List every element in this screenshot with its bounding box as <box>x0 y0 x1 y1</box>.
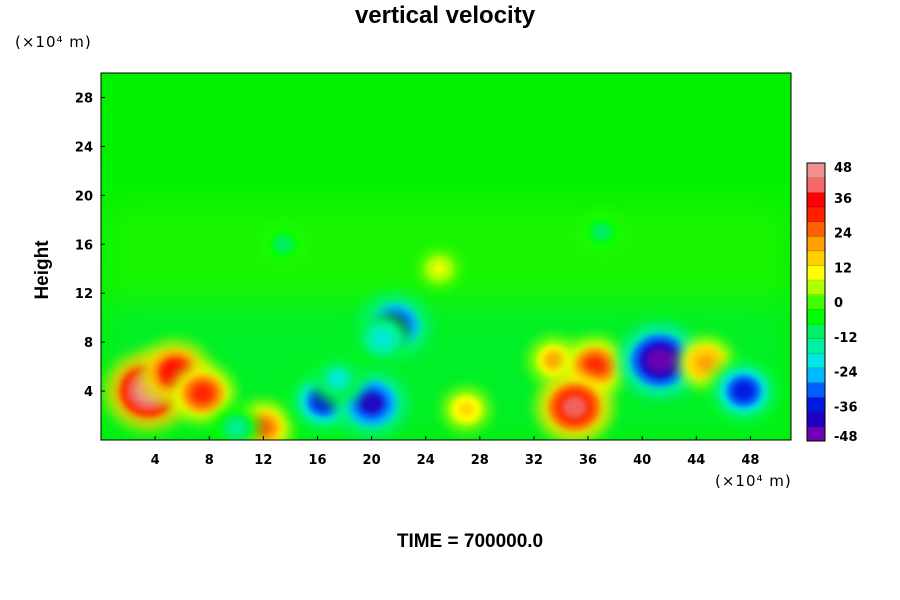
x-tick-label: 48 <box>741 453 759 468</box>
field-feature <box>169 363 236 424</box>
field-feature <box>212 406 260 440</box>
colorbar-tick-label: 36 <box>834 192 852 207</box>
colorbar-tick-label: -48 <box>834 430 858 445</box>
colorbar-tick-label: -36 <box>834 400 858 415</box>
x-tick-label: 44 <box>687 453 705 468</box>
colorbar-segment <box>807 338 825 354</box>
colorbar-frame <box>806 162 826 442</box>
colorbar-segment <box>807 397 825 413</box>
x-tick-label: 16 <box>308 453 326 468</box>
x-tick-label: 32 <box>525 453 543 468</box>
colorbar-tick-label: 12 <box>834 261 852 276</box>
field-feature <box>354 312 411 365</box>
colorbar-segment <box>807 426 825 442</box>
field-feature <box>535 371 614 440</box>
colorbar-segment <box>807 294 825 310</box>
colorbar-segment <box>807 265 825 281</box>
y-tick-label: 8 <box>84 336 93 351</box>
colorbar-segment <box>807 382 825 398</box>
colorbar-tick-label: -24 <box>834 366 858 381</box>
y-tick-label: 24 <box>75 140 93 155</box>
x-tick-label: 8 <box>205 453 214 468</box>
colorbar-tick-label: 0 <box>834 296 843 311</box>
field-feature <box>419 250 460 287</box>
field-feature <box>707 357 781 425</box>
x-tick-label: 12 <box>254 453 272 468</box>
y-tick-label: 16 <box>75 238 93 253</box>
x-tick-label: 28 <box>471 453 489 468</box>
colorbar-segment <box>807 163 825 179</box>
field-feature <box>442 388 490 431</box>
colorbar-segment <box>807 192 825 208</box>
colorbar-segment <box>807 280 825 296</box>
y-tick-label: 28 <box>75 91 93 106</box>
y-tick-label: 4 <box>84 385 93 400</box>
colorbar-tick-label: -12 <box>834 331 858 346</box>
colorbar-segment <box>807 353 825 369</box>
field-feature <box>310 354 365 404</box>
field-feature <box>332 368 411 439</box>
field-feature <box>616 320 704 401</box>
colorbar-segment <box>807 250 825 266</box>
x-unit-label: (×10⁴ m) <box>715 472 792 490</box>
colorbar-segment <box>807 309 825 325</box>
x-tick-label: 24 <box>417 453 435 468</box>
chart-title: vertical velocity <box>354 2 536 29</box>
colorbar-segment <box>807 206 825 223</box>
colorbar-segment <box>807 323 825 340</box>
plot-frame <box>100 72 792 441</box>
x-tick-label: 40 <box>633 453 651 468</box>
y-tick-label: 20 <box>75 189 93 204</box>
x-tick-label: 36 <box>579 453 597 468</box>
field-feature <box>262 225 305 264</box>
y-tick-label: 12 <box>75 287 93 302</box>
colorbar-tick-label: 48 <box>834 161 852 176</box>
colorbar-segment <box>807 411 825 427</box>
field-feature <box>580 212 623 252</box>
colorbar-segment <box>807 177 825 193</box>
colorbar-segment <box>807 236 825 252</box>
colorbar-segment <box>807 367 825 383</box>
colorbar-tick-label: 24 <box>834 227 852 242</box>
time-label: TIME = 700000.0 <box>396 531 544 552</box>
y-unit-label: (×10⁴ m) <box>15 33 92 51</box>
colorbar-segment <box>807 221 825 237</box>
x-tick-label: 4 <box>151 453 160 468</box>
x-tick-label: 20 <box>363 453 381 468</box>
